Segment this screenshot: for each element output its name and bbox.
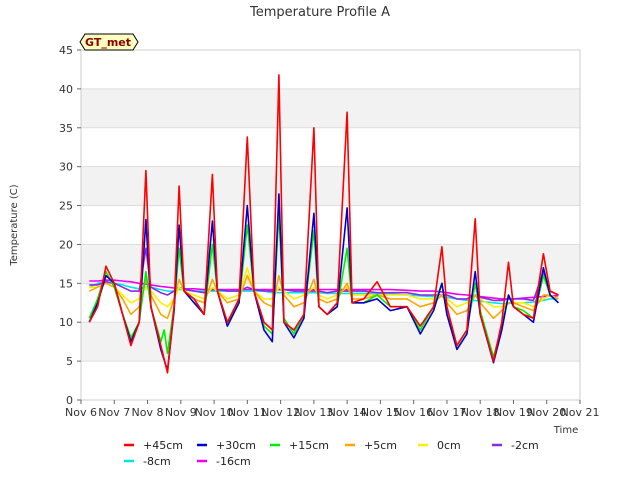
x-tick-label: Nov 9: [165, 406, 197, 419]
legend-label: -8cm: [143, 455, 171, 468]
x-tick-label: Nov 19: [494, 406, 533, 419]
x-tick-label: Nov 11: [228, 406, 267, 419]
x-tick-label: Nov 12: [261, 406, 300, 419]
y-axis-ticks: 0 5 10 15 20 25 30 35 40 45: [59, 44, 81, 407]
x-axis-label: Time: [553, 425, 578, 436]
legend-label: -2cm: [511, 439, 539, 452]
legend-label: +30cm: [216, 439, 256, 452]
badge-shape: [79, 33, 139, 51]
x-tick-label: Nov 10: [195, 406, 234, 419]
legend-label: +5cm: [364, 439, 397, 452]
legend: +45cm +30cm +15cm +5cm 0cm -2cm -8cm -16cm: [124, 439, 539, 468]
y-tick-label: 35: [59, 122, 73, 135]
plot-band: [81, 244, 580, 284]
series-layer: [88, 74, 559, 374]
x-tick-label: Nov 18: [461, 406, 500, 419]
plot-frame: [80, 49, 581, 401]
legend-label: +45cm: [143, 439, 183, 452]
x-tick-label: Nov 20: [527, 406, 566, 419]
y-axis-label: Temperature (C): [9, 184, 20, 266]
series-line-+45cm: [88, 74, 559, 374]
x-tick-label: Nov 21: [561, 406, 600, 419]
y-tick-label: 45: [59, 44, 73, 57]
x-tick-label: Nov 7: [98, 406, 130, 419]
y-tick-label: 25: [59, 200, 73, 213]
series-line-0cm: [89, 267, 559, 308]
y-tick-label: 5: [66, 355, 73, 368]
x-tick-label: Nov 16: [394, 406, 433, 419]
legend-label: +15cm: [289, 439, 329, 452]
x-tick-label: Nov 8: [132, 406, 164, 419]
legend-label: -16cm: [216, 455, 251, 468]
plot-band: [81, 361, 580, 400]
plot-band: [81, 166, 580, 206]
x-tick-label: Nov 17: [427, 406, 466, 419]
plot-band: [81, 205, 580, 245]
plot-band: [81, 50, 580, 89]
y-tick-label: 20: [59, 238, 73, 251]
x-tick-label: Nov 15: [361, 406, 400, 419]
series-line--2cm: [89, 247, 559, 302]
gt-met-badge: GT_met: [79, 33, 139, 51]
plot-band: [81, 88, 580, 128]
plot-bands: [81, 50, 580, 400]
y-tick-label: 40: [59, 83, 73, 96]
plot-band: [81, 127, 580, 167]
badge-label: GT_met: [85, 36, 131, 49]
legend-label: 0cm: [437, 439, 461, 452]
x-tick-label: Nov 13: [294, 406, 333, 419]
chart-title: Temperature Profile A: [249, 5, 390, 20]
x-tick-label: Nov 6: [65, 406, 97, 419]
y-tick-label: 15: [59, 277, 73, 290]
x-tick-label: Nov 14: [328, 406, 367, 419]
y-tick-label: 30: [59, 161, 73, 174]
y-tick-label: 0: [66, 394, 73, 407]
y-tick-label: 10: [59, 316, 73, 329]
